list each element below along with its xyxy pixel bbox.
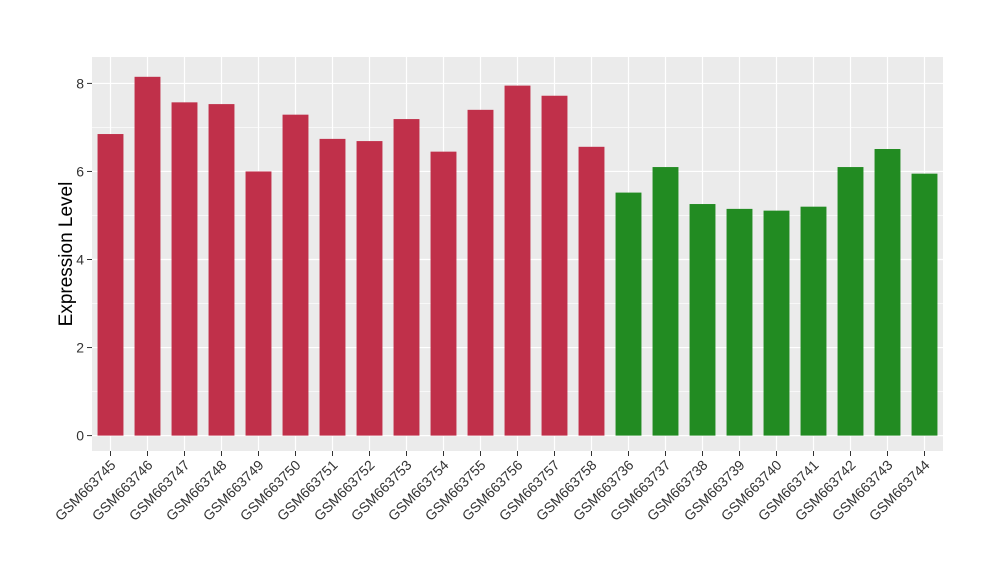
bar-GSM663756	[504, 85, 531, 436]
bar-GSM663737	[652, 167, 679, 436]
x-axis: GSM663745GSM663746GSM663747GSM663748GSM6…	[52, 451, 933, 524]
bar-GSM663757	[541, 95, 568, 436]
bar-GSM663736	[615, 192, 642, 436]
bar-GSM663753	[393, 119, 420, 436]
y-axis-label: Expression Level	[56, 182, 77, 327]
bar-GSM663749	[245, 171, 272, 436]
bar-GSM663738	[689, 204, 716, 436]
y-axis: 0 2 4 6 8	[76, 75, 92, 444]
y-tick-label: 4	[76, 252, 84, 268]
y-tick-label: 6	[76, 163, 84, 179]
bar-GSM663739	[726, 208, 753, 436]
bar-GSM663754	[430, 151, 457, 436]
bar-GSM663750	[282, 114, 309, 436]
bar-GSM663746	[134, 76, 161, 436]
bar-GSM663744	[911, 173, 938, 436]
bar-GSM663758	[578, 146, 605, 436]
bar-GSM663742	[837, 167, 864, 436]
bar-GSM663747	[171, 102, 198, 436]
bar-GSM663751	[319, 138, 346, 436]
bar-GSM663755	[467, 109, 494, 436]
y-tick-label: 8	[76, 75, 84, 91]
bar-layer	[97, 76, 938, 436]
bar-GSM663740	[763, 210, 790, 436]
bar-GSM663745	[97, 134, 124, 436]
bar-GSM663743	[874, 149, 901, 436]
bar-GSM663752	[356, 141, 383, 436]
bar-GSM663741	[800, 206, 827, 436]
bar-GSM663748	[208, 104, 235, 436]
y-tick-label: 0	[76, 428, 84, 444]
y-tick-label: 2	[76, 340, 84, 356]
